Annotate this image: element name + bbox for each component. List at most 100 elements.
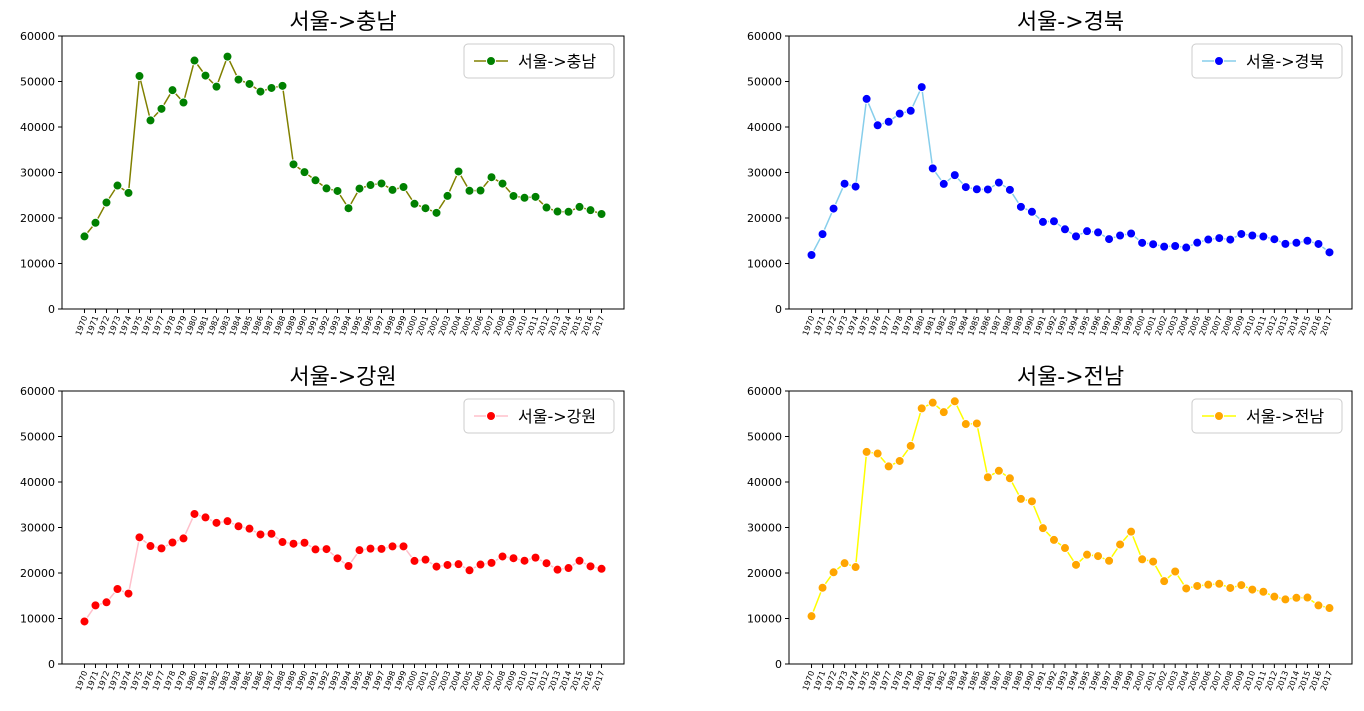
data-point: [905, 440, 916, 451]
chart-title: 서울->충남: [289, 10, 396, 35]
data-point: [817, 582, 828, 593]
data-point: [266, 528, 277, 539]
data-point: [541, 558, 552, 569]
data-point: [431, 207, 442, 218]
data-point: [938, 407, 949, 418]
data-point: [112, 584, 123, 595]
data-point: [189, 508, 200, 519]
y-tick-label: 50000: [20, 431, 55, 444]
series-line: [810, 84, 1330, 256]
plot-frame: [61, 35, 625, 310]
data-point: [354, 183, 365, 194]
data-point: [222, 516, 233, 527]
data-point: [134, 71, 145, 82]
data-point: [574, 201, 585, 212]
data-point: [288, 538, 299, 549]
y-tick-label: 40000: [747, 476, 782, 489]
data-point: [1236, 228, 1247, 239]
data-point: [574, 555, 585, 566]
data-point: [156, 543, 167, 554]
data-point: [861, 446, 872, 457]
data-point: [883, 461, 894, 472]
data-point: [101, 197, 112, 208]
data-point: [299, 537, 310, 548]
y-tick-label: 30000: [747, 522, 782, 535]
data-point: [464, 565, 475, 576]
plot-frame: [788, 390, 1353, 665]
legend-label: 서울->전남: [1246, 407, 1324, 426]
data-point: [178, 533, 189, 544]
y-tick-label: 50000: [20, 76, 55, 89]
data-point: [927, 397, 938, 408]
data-point: [1004, 184, 1015, 195]
data-point: [354, 545, 365, 556]
data-point: [475, 559, 486, 570]
data-point: [310, 544, 321, 555]
legend-marker: [1214, 411, 1224, 421]
data-point: [145, 115, 156, 126]
data-point: [189, 55, 200, 66]
data-point: [982, 472, 993, 483]
data-point: [1148, 239, 1159, 250]
data-point: [993, 465, 1004, 476]
data-point: [321, 183, 332, 194]
y-tick-label: 10000: [747, 613, 782, 626]
data-point: [1170, 566, 1181, 577]
data-point: [971, 184, 982, 195]
legend-marker: [486, 56, 496, 66]
data-point: [376, 178, 387, 189]
data-point: [1093, 551, 1104, 562]
data-point: [288, 159, 299, 170]
data-point: [916, 403, 927, 414]
data-point: [332, 553, 343, 564]
chart-3: 서울->전남0100002000030000400005000060000197…: [747, 365, 1353, 692]
data-point: [1203, 579, 1214, 590]
data-point: [850, 562, 861, 573]
data-point: [1258, 586, 1269, 597]
data-point: [343, 203, 354, 214]
y-tick-label: 10000: [747, 258, 782, 271]
data-point: [530, 191, 541, 202]
data-point: [420, 554, 431, 565]
legend-marker: [1214, 56, 1224, 66]
data-point: [1159, 576, 1170, 587]
data-point: [310, 175, 321, 186]
data-point: [431, 561, 442, 572]
data-point: [409, 198, 420, 209]
data-point: [1214, 578, 1225, 589]
data-point: [938, 178, 949, 189]
series-line: [83, 54, 602, 237]
data-point: [497, 551, 508, 562]
data-point: [90, 217, 101, 228]
data-point: [475, 185, 486, 196]
y-tick-label: 60000: [20, 385, 55, 398]
data-point: [156, 103, 167, 114]
legend-label: 서울->경북: [1246, 52, 1324, 71]
data-point: [1269, 591, 1280, 602]
data-point: [1015, 201, 1026, 212]
data-point: [1192, 580, 1203, 591]
data-point: [233, 74, 244, 85]
data-point: [1313, 238, 1324, 249]
data-point: [1225, 234, 1236, 245]
data-point: [1258, 231, 1269, 242]
data-point: [596, 209, 607, 220]
data-point: [442, 559, 453, 570]
data-point: [971, 418, 982, 429]
data-point: [1203, 234, 1214, 245]
y-tick-label: 20000: [20, 567, 55, 580]
data-point: [1115, 539, 1126, 550]
data-point: [1126, 228, 1137, 239]
data-point: [255, 86, 266, 97]
legend-box: [1191, 398, 1343, 434]
y-tick-label: 60000: [747, 30, 782, 43]
legend-marker: [486, 411, 496, 421]
data-point: [1181, 242, 1192, 253]
y-tick-label: 10000: [20, 613, 55, 626]
data-point: [1148, 556, 1159, 567]
y-tick-label: 20000: [747, 212, 782, 225]
data-point: [1037, 523, 1048, 534]
data-point: [211, 81, 222, 92]
y-tick-label: 20000: [747, 567, 782, 580]
y-tick-label: 60000: [20, 30, 55, 43]
